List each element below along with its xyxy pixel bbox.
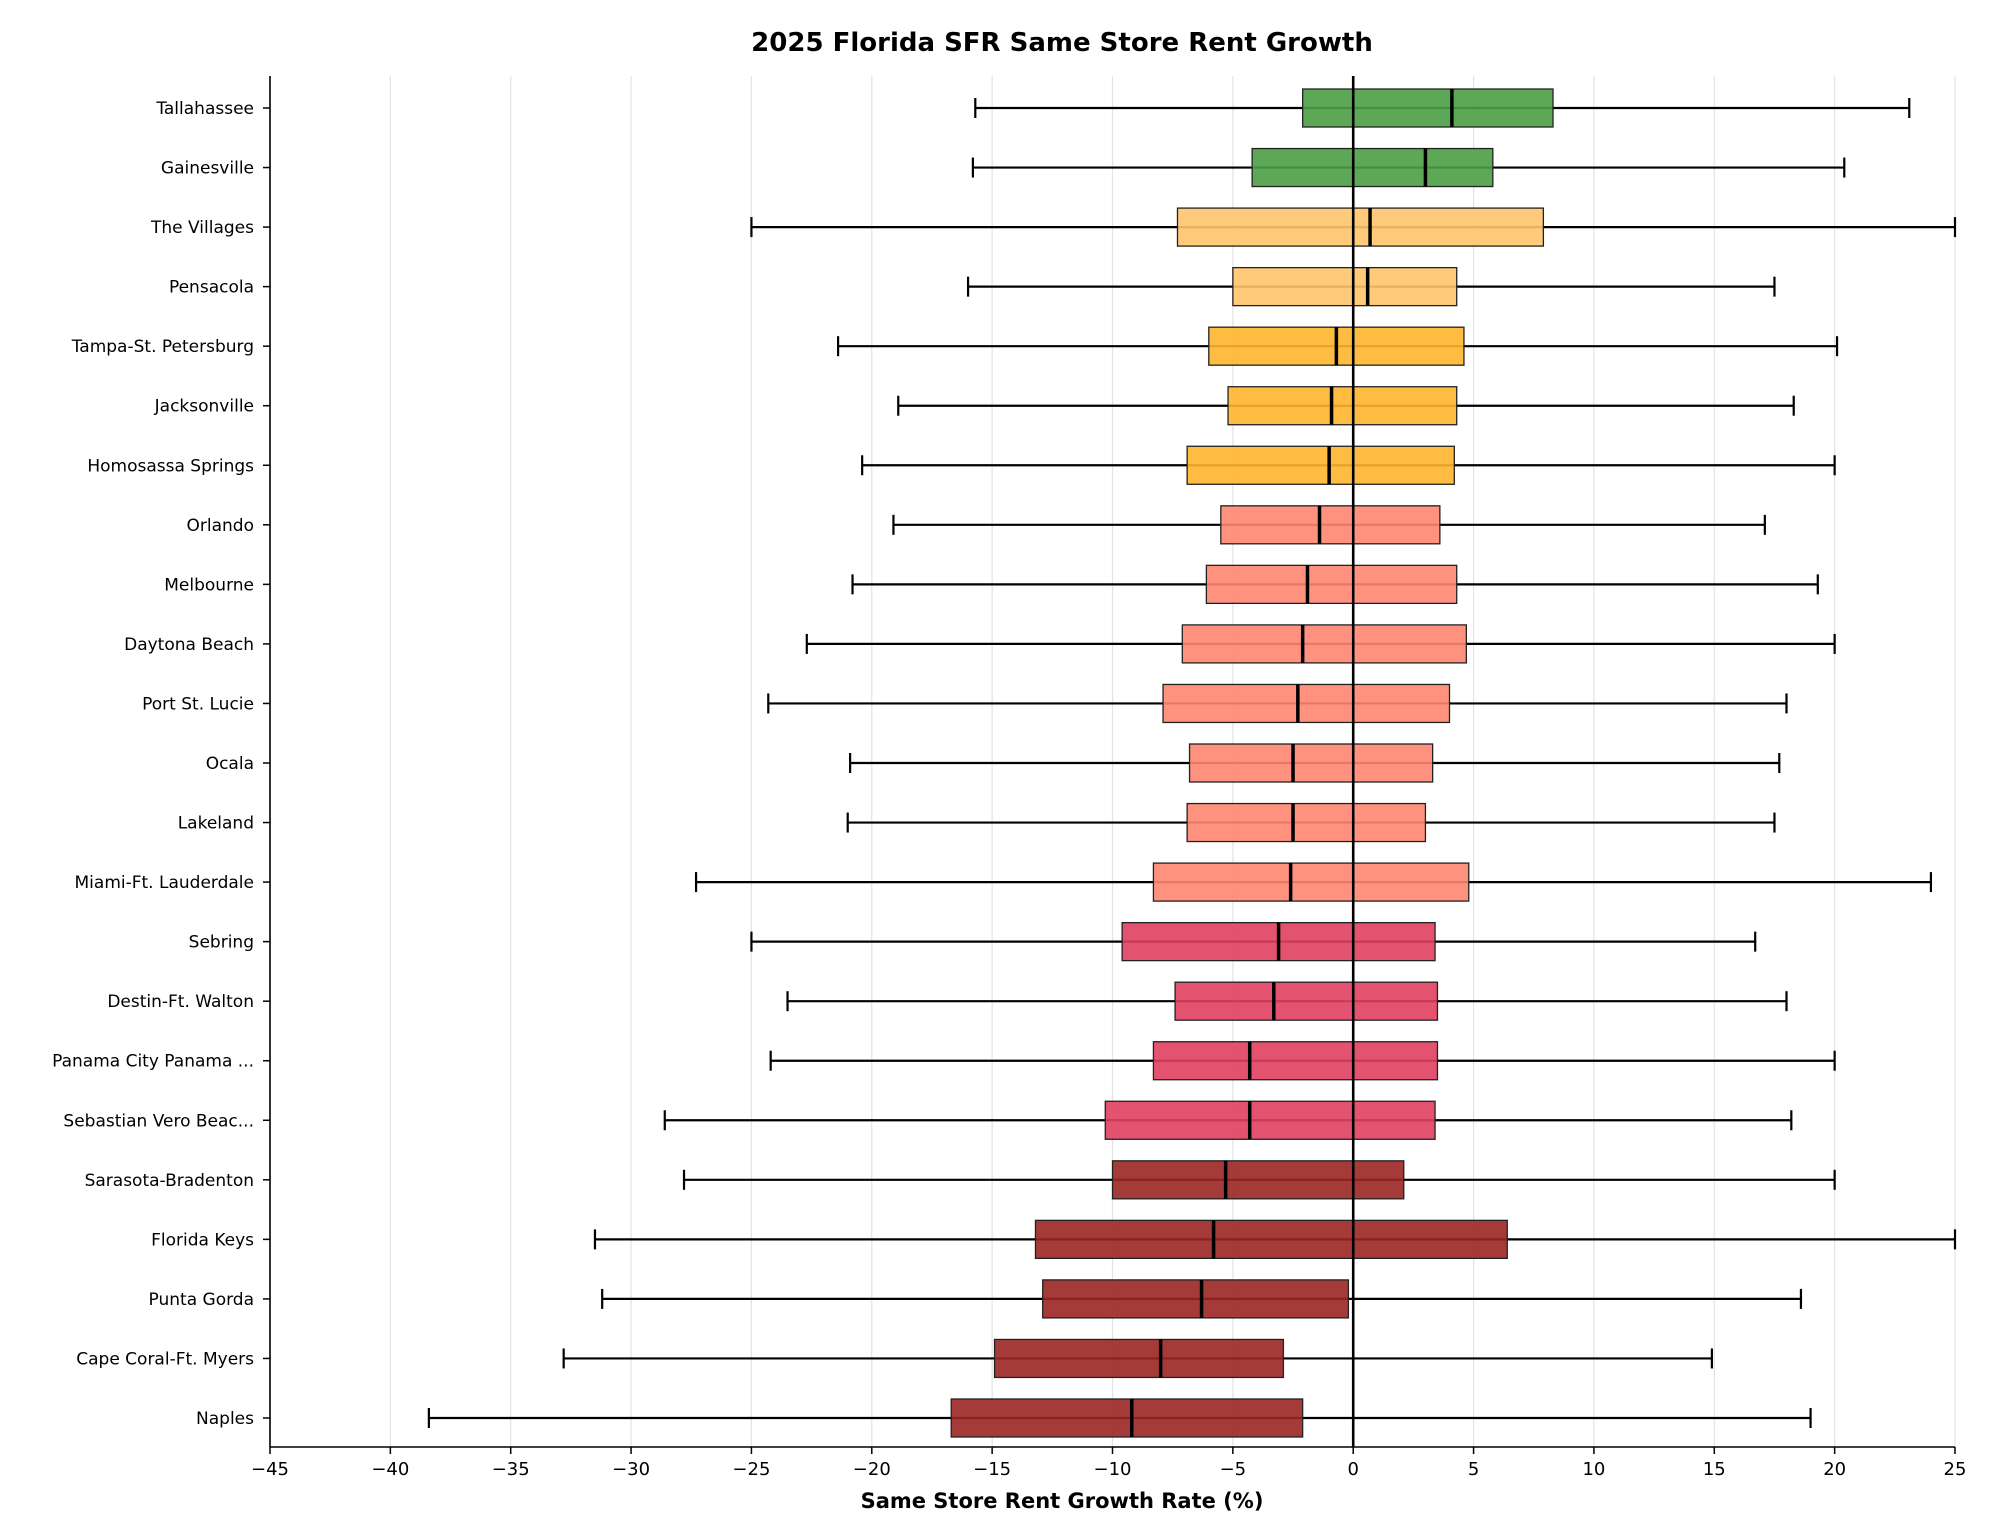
category-label: Destin-Ft. Walton bbox=[107, 992, 254, 1012]
box-row bbox=[682, 1160, 1836, 1200]
category-label: Punta Gorda bbox=[149, 1290, 254, 1310]
x-tick-label: 15 bbox=[1703, 1459, 1726, 1480]
box-row bbox=[769, 1041, 1836, 1081]
category-label: Sarasota-Bradenton bbox=[85, 1171, 254, 1191]
category-label: Homosassa Springs bbox=[87, 456, 254, 476]
iqr-box bbox=[1152, 1041, 1439, 1081]
x-tick-label: 20 bbox=[1823, 1459, 1846, 1480]
iqr-box bbox=[1152, 862, 1470, 902]
x-tick-label: 5 bbox=[1468, 1459, 1479, 1480]
category-label: Jacksonville bbox=[154, 397, 254, 417]
iqr-box bbox=[1232, 266, 1458, 307]
category-label: Gainesville bbox=[161, 159, 254, 179]
x-tick-label: −35 bbox=[492, 1459, 530, 1480]
category-label: Florida Keys bbox=[151, 1230, 254, 1250]
box-row bbox=[836, 326, 1839, 366]
iqr-box bbox=[1302, 88, 1554, 128]
iqr-box bbox=[1181, 624, 1467, 664]
category-label: Ocala bbox=[206, 754, 254, 774]
box-row bbox=[601, 1279, 1803, 1319]
box-row bbox=[966, 266, 1776, 307]
category-label: Melbourne bbox=[164, 575, 254, 595]
iqr-box bbox=[1188, 743, 1434, 783]
x-tick-label: −25 bbox=[732, 1459, 770, 1480]
box-row bbox=[593, 1219, 1957, 1260]
category-label: Cape Coral-Ft. Myers bbox=[76, 1349, 254, 1369]
category-label: Sebastian Vero Beac... bbox=[63, 1111, 254, 1131]
x-tick-label: −5 bbox=[1220, 1459, 1247, 1480]
x-tick-label: −30 bbox=[612, 1459, 650, 1480]
box-row bbox=[786, 981, 1788, 1021]
iqr-box bbox=[1186, 802, 1427, 843]
category-label: Tallahassee bbox=[155, 99, 254, 119]
iqr-box bbox=[950, 1398, 1304, 1438]
category-label: Miami-Ft. Lauderdale bbox=[75, 873, 254, 893]
category-label: Naples bbox=[196, 1409, 254, 1429]
category-label: Orlando bbox=[187, 516, 254, 536]
category-label: Panama City Panama ... bbox=[52, 1052, 254, 1072]
x-tick-label: −40 bbox=[371, 1459, 409, 1480]
box-row bbox=[846, 802, 1776, 843]
iqr-box bbox=[1227, 386, 1458, 426]
box-row bbox=[851, 564, 1819, 605]
x-tick-label: −15 bbox=[973, 1459, 1011, 1480]
category-label: Pensacola bbox=[169, 278, 254, 298]
iqr-box bbox=[1111, 1160, 1405, 1200]
iqr-box bbox=[1104, 1100, 1436, 1140]
chart-title: 2025 Florida SFR Same Store Rent Growth bbox=[751, 28, 1373, 58]
x-tick-label: 0 bbox=[1347, 1459, 1358, 1480]
category-label: The Villages bbox=[150, 218, 254, 238]
iqr-box bbox=[1205, 564, 1458, 605]
iqr-box bbox=[1162, 683, 1451, 724]
box-row bbox=[750, 207, 1957, 247]
category-label: Port St. Lucie bbox=[142, 694, 254, 714]
iqr-box bbox=[1034, 1219, 1508, 1260]
category-label: Daytona Beach bbox=[124, 635, 254, 655]
box-row bbox=[663, 1100, 1793, 1140]
iqr-box bbox=[1174, 981, 1439, 1021]
box-row bbox=[974, 88, 1911, 128]
box-row bbox=[849, 743, 1781, 783]
box-row bbox=[767, 683, 1788, 724]
box-row bbox=[694, 862, 1933, 902]
grid-layer bbox=[269, 76, 1956, 1447]
category-label: Lakeland bbox=[178, 814, 254, 834]
iqr-box bbox=[1186, 445, 1455, 485]
iqr-box bbox=[993, 1338, 1285, 1379]
x-tick-label: −20 bbox=[853, 1459, 891, 1480]
x-tick-label: 25 bbox=[1944, 1459, 1967, 1480]
box-row bbox=[805, 624, 1836, 664]
x-axis-label: Same Store Rent Growth Rate (%) bbox=[861, 1489, 1264, 1513]
box-row bbox=[892, 505, 1766, 545]
box-layer bbox=[427, 88, 1957, 1438]
x-tick-label: −10 bbox=[1094, 1459, 1132, 1480]
box-row bbox=[861, 445, 1836, 485]
iqr-box bbox=[1176, 207, 1545, 247]
x-tick-label: −45 bbox=[251, 1459, 289, 1480]
iqr-box bbox=[1251, 147, 1494, 188]
axis-layer: −45 −40 −35 −30 −25 −20 −15 −10 −5 0 5 10 15 20 25 Tall… bbox=[52, 76, 1966, 1480]
box-row bbox=[562, 1338, 1713, 1379]
iqr-box bbox=[1220, 505, 1441, 545]
box-row bbox=[897, 386, 1795, 426]
box-row bbox=[750, 921, 1757, 962]
category-label: Sebring bbox=[189, 933, 254, 953]
x-tick-label: 10 bbox=[1582, 1459, 1605, 1480]
category-label: Tampa-St. Petersburg bbox=[71, 337, 254, 357]
iqr-box bbox=[1042, 1279, 1350, 1319]
box-row bbox=[971, 147, 1846, 188]
box-row bbox=[427, 1398, 1812, 1438]
